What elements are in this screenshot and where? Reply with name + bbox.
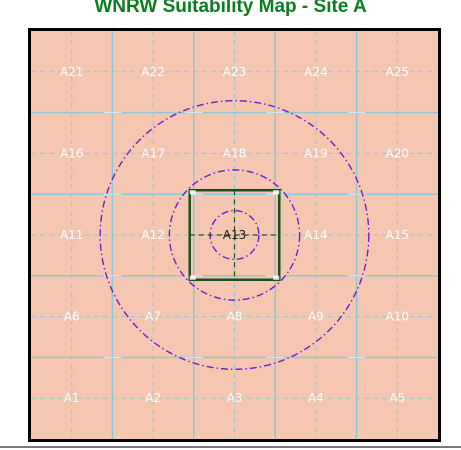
cell-label-a16: A16 [60,146,83,160]
cell-label-a22: A22 [141,65,164,79]
cell-label-a4: A4 [308,391,324,405]
cell-label-a6: A6 [64,310,80,324]
cell-label-a19: A19 [304,146,327,160]
site-corner-marker [273,275,280,280]
cell-label-a11: A11 [60,228,83,242]
cell-label-a9: A9 [308,310,324,324]
cell-label-a25: A25 [386,65,409,79]
cell-label-a17: A17 [141,146,164,160]
cell-label-a24: A24 [304,65,327,79]
footer-divider [0,446,461,448]
cell-label-a7: A7 [145,310,161,324]
site-corner-marker [189,190,196,195]
map-frame: A21 A22 A23 A24 A25 A16 A17 A18 A19 A20 A11 A12 A13 A… [28,28,441,442]
cell-label-a14: A14 [304,228,327,242]
cell-label-a20: A20 [386,146,409,160]
cell-label-a10: A10 [386,310,409,324]
cell-label-a2: A2 [145,391,161,405]
cell-label-a12: A12 [141,228,164,242]
cell-label-a18: A18 [223,146,246,160]
map-title: WNRW Suitability Map - Site A [94,0,367,17]
cell-label-a23: A23 [223,65,246,79]
site-corner-marker [273,190,280,195]
middle-ring [168,169,301,301]
outer-ring [99,99,370,371]
cell-label-a21: A21 [60,65,83,79]
suitability-map: A21 A22 A23 A24 A25 A16 A17 A18 A19 A20 A11 A12 A13 A… [31,31,438,439]
cell-label-a15: A15 [386,228,409,242]
cell-label-a5: A5 [389,391,405,405]
cell-label-a8: A8 [227,310,243,324]
site-corner-marker [189,275,196,280]
cell-label-a1: A1 [64,391,80,405]
cell-label-a13: A13 [223,228,246,242]
cell-label-a3: A3 [227,391,243,405]
